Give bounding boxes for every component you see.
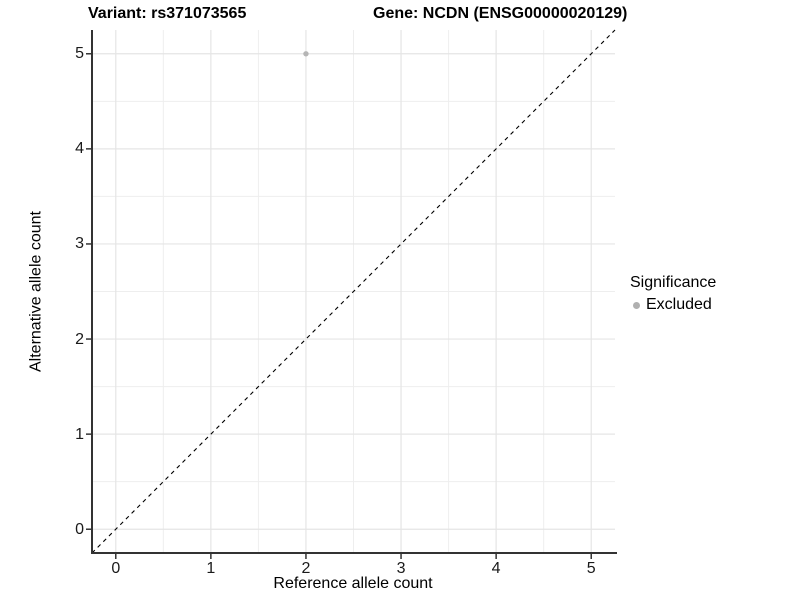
plot-title-gene: Gene: NCDN (ENSG00000020129) bbox=[373, 5, 628, 22]
y-axis-title: Alternative allele count bbox=[27, 211, 45, 372]
legend-point-icon bbox=[633, 301, 640, 309]
x-tick-label: 2 bbox=[301, 560, 311, 577]
x-tick-label: 4 bbox=[491, 560, 501, 577]
x-tick-label: 1 bbox=[206, 560, 216, 577]
y-tick-label: 5 bbox=[75, 45, 84, 63]
y-tick-label: 4 bbox=[75, 140, 84, 158]
legend-item-label: Excluded bbox=[646, 296, 712, 313]
data-point bbox=[303, 51, 309, 57]
y-tick-label: 1 bbox=[75, 425, 84, 443]
y-tick-label: 3 bbox=[75, 235, 84, 253]
y-tick-label: 2 bbox=[75, 330, 84, 348]
x-axis-title: Reference allele count bbox=[273, 575, 433, 592]
legend-item-excluded: Excluded bbox=[630, 295, 716, 315]
x-tick-label: 3 bbox=[396, 560, 406, 577]
x-tick-label: 5 bbox=[586, 560, 596, 577]
y-tick-label: 0 bbox=[75, 520, 84, 538]
x-tick-label: 0 bbox=[111, 560, 121, 577]
identity-dashed-line bbox=[91, 29, 616, 554]
legend: Significance Excluded bbox=[630, 273, 716, 315]
legend-title: Significance bbox=[630, 274, 717, 291]
plot-title-variant: Variant: rs371073565 bbox=[88, 5, 247, 22]
